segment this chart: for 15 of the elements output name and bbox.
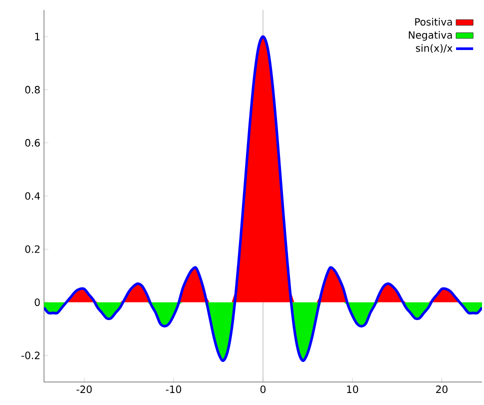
x-tick-label: 20 (436, 386, 448, 394)
y-tick-label: 0.6 (25, 139, 40, 147)
y-tick-label: -0.2 (21, 352, 40, 360)
x-tick-label: 10 (347, 386, 358, 394)
y-tick-label: 1 (35, 32, 40, 40)
x-tick-label: 0 (260, 386, 266, 394)
legend-label: Positiva (415, 18, 452, 26)
y-tick-label: 0.4 (25, 192, 40, 200)
y-tick-label: 0 (34, 298, 40, 306)
y-tick-label: 0.8 (25, 86, 40, 94)
y-tick-label: 0.2 (25, 245, 40, 253)
legend-label: sin(x)/x (416, 44, 452, 54)
x-tick-label: -10 (166, 386, 182, 394)
legend-label: Negativa (408, 31, 452, 41)
x-tick-label: -20 (76, 386, 92, 394)
